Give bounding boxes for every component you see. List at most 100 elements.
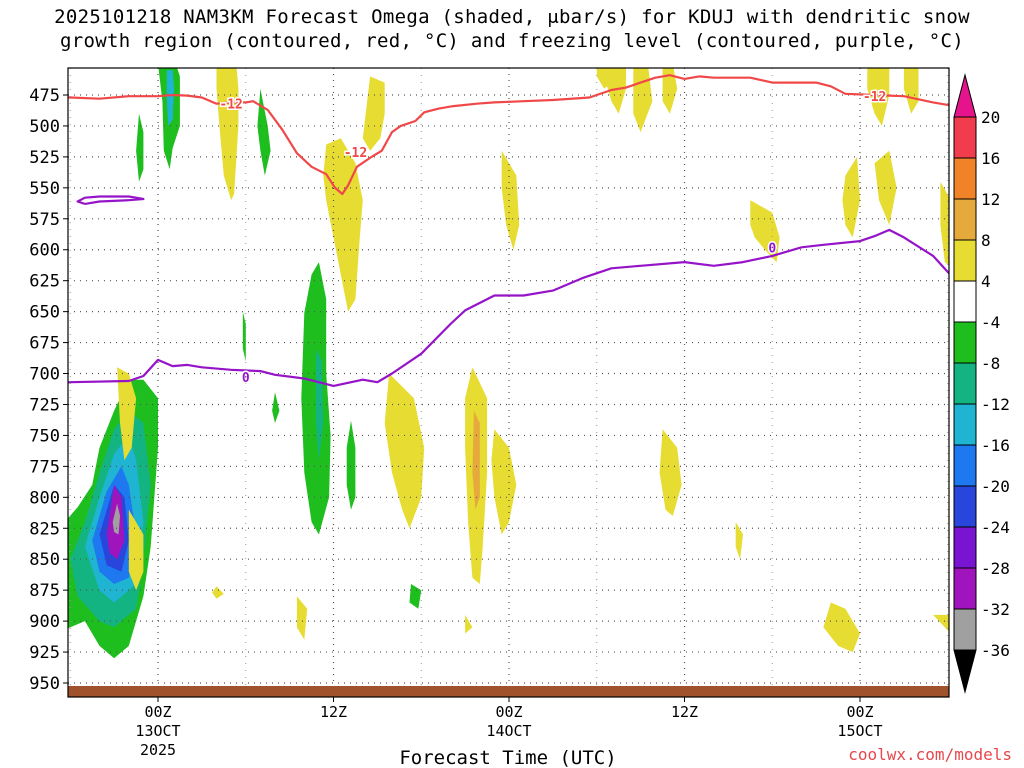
colorbar-swatch bbox=[953, 239, 977, 282]
colorbar-swatch bbox=[953, 362, 977, 405]
y-tick-label: 875 bbox=[29, 581, 60, 601]
colorbar-swatch bbox=[953, 444, 977, 487]
y-tick-label: 550 bbox=[29, 179, 60, 199]
omega-region-y1 bbox=[216, 68, 239, 201]
x-tick-date: 13OCT bbox=[135, 722, 180, 740]
omega-region-g4 bbox=[257, 88, 271, 176]
colorbar-label: -32 bbox=[981, 600, 1010, 619]
credit-text[interactable]: coolwx.com/models bbox=[848, 745, 1012, 764]
colorbar-label: -20 bbox=[981, 477, 1010, 496]
y-tick-label: 825 bbox=[29, 519, 60, 539]
omega-region-y7 bbox=[501, 150, 520, 250]
y-tick-label: 625 bbox=[29, 272, 60, 292]
colorbar-top-arrow bbox=[953, 73, 977, 118]
contour-label: -12 bbox=[863, 90, 886, 105]
y-tick-label: 500 bbox=[29, 117, 60, 137]
y-tick-label: 850 bbox=[29, 550, 60, 570]
colorbar-label: -36 bbox=[981, 641, 1010, 660]
omega-region-y20 bbox=[940, 181, 949, 266]
omega-region-o5 bbox=[472, 410, 480, 510]
omega-region-y16 bbox=[842, 156, 860, 238]
omega-region-y25 bbox=[933, 614, 949, 632]
omega-region-y17 bbox=[867, 68, 890, 126]
colorbar-label: -24 bbox=[981, 518, 1010, 537]
omega-region-y26 bbox=[117, 367, 137, 461]
colorbar-swatch bbox=[953, 485, 977, 528]
contour-label: 0 bbox=[768, 241, 776, 256]
omega-region-g6 bbox=[346, 420, 356, 510]
colorbar-swatch bbox=[953, 567, 977, 610]
y-tick-label: 925 bbox=[29, 643, 60, 663]
x-axis-label: Forecast Time (UTC) bbox=[399, 747, 616, 768]
chart-title-line-2: growth region (contoured, red, °C) and f… bbox=[60, 30, 964, 52]
x-tick-label: 12Z bbox=[320, 703, 347, 721]
omega-region-g8 bbox=[272, 392, 280, 423]
colorbar-label: 8 bbox=[981, 231, 991, 250]
contour-line-1 bbox=[68, 228, 949, 387]
colorbar-swatch bbox=[953, 608, 977, 651]
colorbar-label: 12 bbox=[981, 190, 1000, 209]
colorbar-swatch bbox=[953, 526, 977, 569]
colorbar-label: -28 bbox=[981, 559, 1010, 578]
omega-region-y9 bbox=[633, 68, 653, 133]
y-tick-label: 700 bbox=[29, 365, 60, 385]
omega-region-y3 bbox=[323, 138, 363, 312]
omega-region-g3 bbox=[136, 113, 144, 182]
y-tick-label: 575 bbox=[29, 210, 60, 230]
omega-region-y23 bbox=[296, 596, 308, 640]
y-tick-label: 775 bbox=[29, 457, 60, 477]
y-tick-label: 800 bbox=[29, 488, 60, 508]
y-tick-label: 650 bbox=[29, 303, 60, 323]
colorbar-swatch bbox=[953, 280, 977, 323]
omega-region-y24 bbox=[465, 614, 473, 634]
colorbar-swatch bbox=[953, 157, 977, 200]
colorbar-swatch bbox=[953, 321, 977, 364]
omega-region-g9 bbox=[409, 584, 422, 609]
x-tick-label: 12Z bbox=[671, 703, 698, 721]
colorbar-swatch bbox=[953, 198, 977, 241]
chart-title-line-1: 2025101218 NAM3KM Forecast Omega (shaded… bbox=[54, 6, 970, 28]
y-tick-label: 525 bbox=[29, 148, 60, 168]
contour-line-0 bbox=[68, 74, 949, 196]
omega-region-y13 bbox=[659, 429, 682, 516]
colorbar-label: 16 bbox=[981, 149, 1000, 168]
x-tick-label: 00Z bbox=[495, 703, 522, 721]
contour-label: 0 bbox=[242, 371, 250, 386]
omega-region-y6 bbox=[491, 429, 517, 535]
x-tick-date: 14OCT bbox=[486, 722, 531, 740]
omega-region-y15 bbox=[823, 602, 860, 653]
omega-region-y10 bbox=[662, 68, 678, 114]
colorbar-label: -8 bbox=[981, 354, 1000, 373]
y-tick-label: 950 bbox=[29, 674, 60, 694]
y-tick-label: 475 bbox=[29, 86, 60, 106]
colorbar-label: 4 bbox=[981, 272, 991, 291]
x-tick-label: 00Z bbox=[846, 703, 873, 721]
plot-area: -12 -12 -12 0 0 bbox=[68, 68, 949, 697]
x-tick-date: 15OCT bbox=[837, 722, 882, 740]
y-tick-label: 600 bbox=[29, 241, 60, 261]
y-tick-label: 900 bbox=[29, 612, 60, 632]
x-tick-label: 00Z bbox=[144, 703, 171, 721]
contour-label: -12 bbox=[219, 98, 242, 113]
omega-region-y18 bbox=[874, 150, 897, 225]
omega-region-g1x bbox=[112, 503, 120, 535]
colorbar-label: 20 bbox=[981, 108, 1000, 127]
colorbar-label: -16 bbox=[981, 436, 1010, 455]
y-tick-label: 750 bbox=[29, 426, 60, 446]
omega-region-y22 bbox=[212, 586, 224, 599]
omega-region-y21 bbox=[128, 509, 144, 591]
omega-region-y19 bbox=[903, 68, 919, 114]
colorbar-swatch bbox=[953, 116, 977, 159]
omega-region-y2 bbox=[362, 76, 385, 151]
x-tick-year: 2025 bbox=[140, 741, 176, 759]
omega-region-y11 bbox=[596, 68, 612, 89]
omega-region-g5 bbox=[301, 262, 331, 535]
omega-region-g5t bbox=[316, 348, 324, 461]
colorbar-label: -4 bbox=[981, 313, 1000, 332]
colorbar-label: -12 bbox=[981, 395, 1010, 414]
contour-line-2 bbox=[76, 195, 145, 205]
y-tick-label: 675 bbox=[29, 334, 60, 354]
omega-region-y4 bbox=[384, 373, 425, 529]
colorbar-bottom-arrow bbox=[953, 649, 977, 694]
